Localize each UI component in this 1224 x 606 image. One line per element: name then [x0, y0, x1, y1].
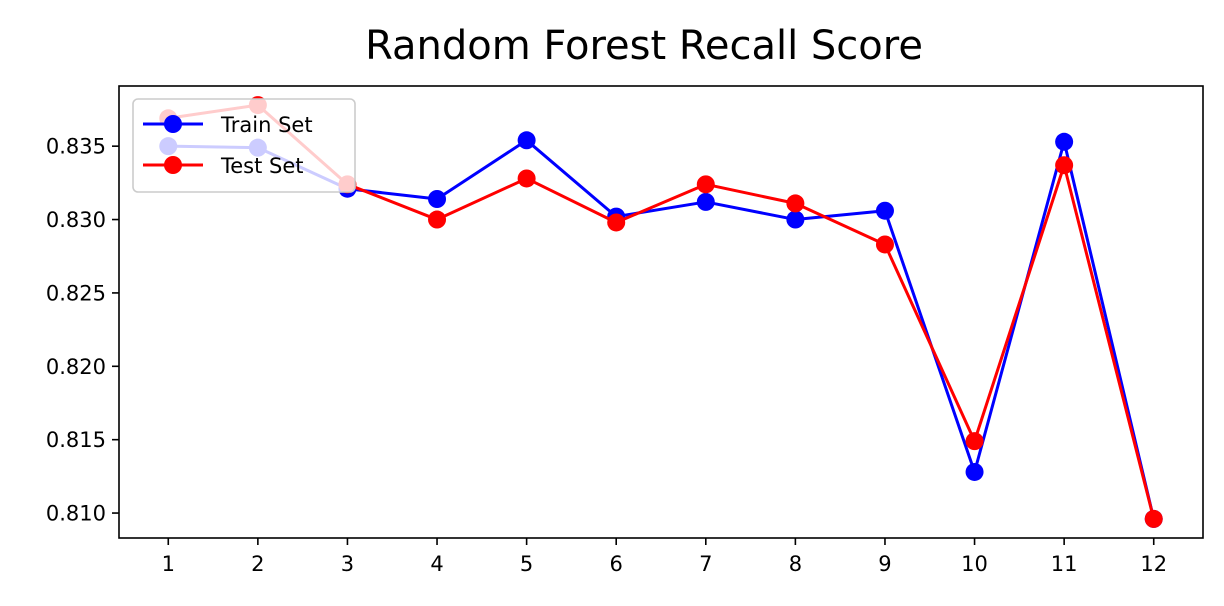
x-tick-label: 12	[1140, 552, 1167, 576]
plot-area-frame	[118, 85, 1204, 539]
x-tick-label: 11	[1051, 552, 1078, 576]
x-tick-label: 9	[878, 552, 891, 576]
y-tick-label: 0.820	[46, 355, 106, 379]
train-set-point	[517, 131, 536, 150]
train-set-point	[1055, 132, 1074, 151]
x-tick-label: 3	[341, 552, 354, 576]
x-tick-label: 6	[610, 552, 623, 576]
y-tick-label: 0.830	[46, 208, 106, 232]
test-set-point	[428, 210, 447, 229]
legend-label: Test Set	[220, 154, 304, 178]
legend-label: Train Set	[220, 113, 313, 137]
test-set-point	[1144, 509, 1163, 528]
test-set-point	[965, 432, 984, 451]
test-set-legend-marker	[164, 156, 182, 174]
test-set-point	[1055, 156, 1074, 175]
train-set-line	[168, 138, 1156, 520]
x-tick-label: 4	[430, 552, 443, 576]
test-set-point	[875, 235, 894, 254]
x-tick-label: 5	[520, 552, 533, 576]
test-set-point	[696, 175, 715, 194]
x-tick-label: 10	[961, 552, 988, 576]
y-tick-label: 0.810	[46, 502, 106, 526]
x-tick-label: 8	[789, 552, 802, 576]
train-set-legend-marker	[164, 115, 182, 133]
train-set-point	[965, 462, 984, 481]
x-tick-label: 7	[699, 552, 712, 576]
legend-box	[132, 98, 356, 193]
y-tick-label: 0.835	[46, 135, 106, 159]
x-tick-label: 2	[251, 552, 264, 576]
x-tick-label: 1	[162, 552, 175, 576]
train-set-point	[875, 201, 894, 220]
legend: Train Set Test Set	[132, 98, 356, 193]
train-set-point	[786, 210, 805, 229]
axis-ticks: 1 2 3 4 5 6 7 8 9 10 11 120.8100.8150.8200.8250.830…	[46, 135, 1167, 576]
train-set-point	[428, 190, 447, 208]
train-set-point	[696, 192, 715, 211]
test-set-point	[517, 169, 536, 188]
y-tick-label: 0.825	[46, 281, 106, 305]
test-set-point	[607, 213, 626, 232]
y-tick-label: 0.815	[46, 428, 106, 452]
chart-title: Random Forest Recall Score	[365, 23, 923, 69]
test-set-point	[786, 194, 805, 213]
